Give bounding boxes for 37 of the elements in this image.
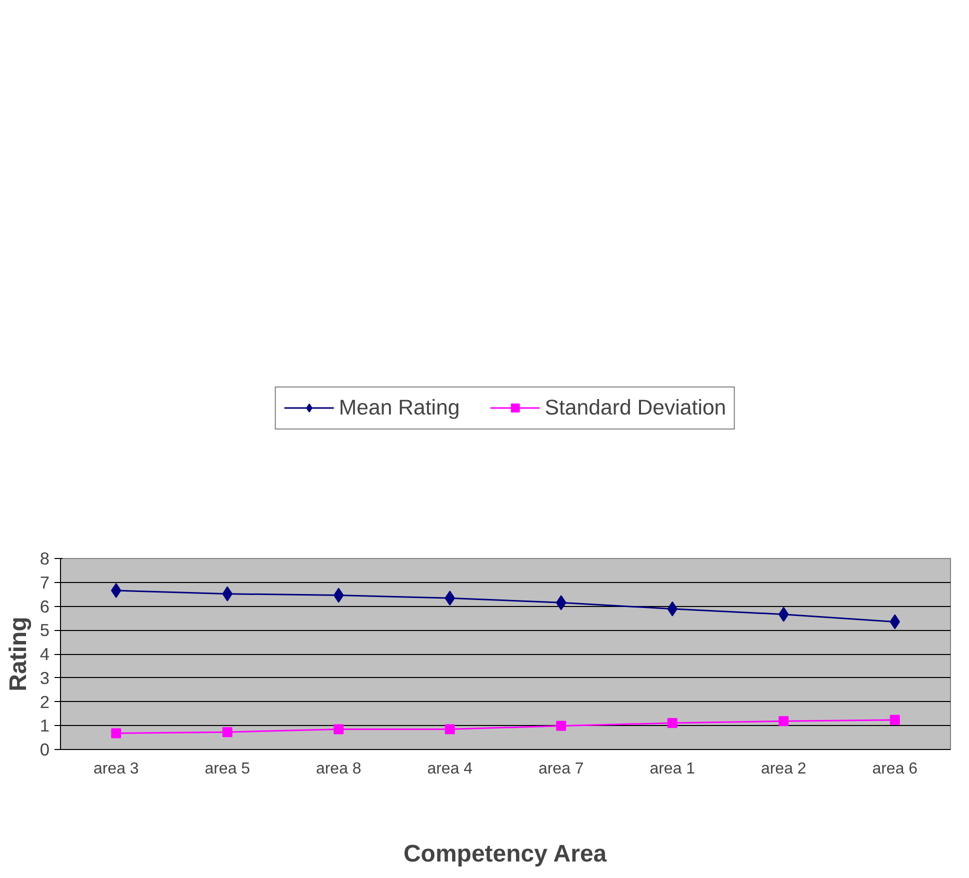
x-tick-label: area 8 (316, 760, 362, 778)
y-tick-label: 3 (40, 668, 50, 688)
point (222, 586, 233, 602)
point (890, 614, 900, 630)
point (222, 727, 232, 738)
point (778, 716, 789, 726)
y-tick-label: 7 (40, 572, 50, 592)
point (890, 714, 900, 725)
y-tick-label: 4 (40, 644, 50, 664)
y-tick-label: 1 (40, 716, 50, 736)
point (556, 720, 566, 731)
x-tick-label: area 6 (872, 760, 918, 778)
legend-label: Standard Deviation (544, 395, 726, 420)
x-tick-label: area 3 (93, 760, 139, 778)
y-tick-label: 6 (40, 596, 50, 616)
point (334, 724, 344, 734)
point (556, 595, 566, 610)
y-tick-label: 2 (40, 692, 50, 712)
y-tick-label: 0 (40, 740, 50, 760)
point (444, 590, 456, 606)
x-axis-title: Competency Area (403, 840, 608, 868)
point (333, 588, 344, 603)
point (667, 718, 678, 728)
point (110, 582, 122, 598)
x-tick-label: area 5 (204, 760, 250, 778)
point (111, 728, 122, 738)
point (444, 724, 455, 734)
x-tick-label: area 1 (650, 760, 696, 778)
y-tick-label: 5 (40, 620, 50, 640)
y-axis-title: Rating (4, 616, 32, 692)
x-tick-label: area 2 (760, 760, 806, 778)
x-tick-label: area 4 (427, 760, 473, 778)
x-tick-label: area 7 (538, 760, 584, 778)
point (778, 606, 789, 622)
y-tick-label: 8 (40, 548, 50, 568)
point (667, 601, 678, 616)
legend-label: Mean Rating (338, 395, 460, 420)
